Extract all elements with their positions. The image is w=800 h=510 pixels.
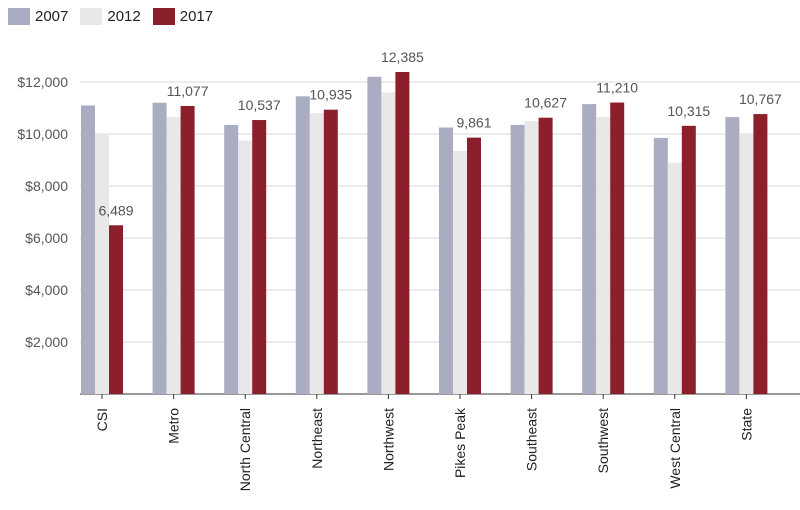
- x-category-label: West Central: [667, 408, 683, 489]
- x-category-label: Northwest: [380, 408, 396, 471]
- bar-2017: [180, 105, 195, 395]
- bar-2017: [538, 117, 553, 394]
- data-label: 10,767: [739, 91, 782, 107]
- bar-2012: [309, 113, 324, 394]
- x-category-label: North Central: [237, 408, 253, 491]
- bar-2007: [224, 124, 239, 395]
- data-label: 11,077: [167, 83, 209, 99]
- bar-2012: [596, 117, 611, 394]
- bar-2017: [395, 71, 410, 395]
- y-tick-label: $2,000: [25, 334, 68, 350]
- bar-2012: [524, 121, 539, 394]
- bar-2012: [166, 117, 181, 394]
- bar-2017: [323, 109, 338, 394]
- bar-2017: [753, 114, 768, 395]
- bar-2007: [295, 96, 310, 395]
- bar-2017: [467, 137, 481, 394]
- legend: 2007 2012 2017: [8, 6, 225, 26]
- bar-2012: [381, 92, 396, 395]
- bar-2007: [725, 117, 740, 394]
- bar-2007: [367, 76, 382, 395]
- y-tick-label: $10,000: [17, 126, 68, 142]
- bar-2017: [252, 120, 267, 395]
- bar-2007: [81, 105, 95, 395]
- data-label: 12,385: [381, 49, 424, 65]
- bar-2007: [653, 137, 668, 394]
- x-category-label: Pikes Peak: [452, 407, 468, 478]
- bar-2017: [109, 225, 123, 394]
- y-tick-label: $6,000: [25, 230, 68, 246]
- bar-2012: [453, 150, 467, 394]
- legend-item-2007: 2007: [8, 7, 69, 25]
- bar-2007: [582, 104, 597, 394]
- x-category-label: Northeast: [309, 408, 325, 469]
- legend-item-2012: 2012: [80, 7, 141, 25]
- x-category-label: CSI: [94, 408, 110, 431]
- bar-2007: [152, 102, 167, 395]
- legend-swatch: [8, 7, 30, 25]
- data-label: 6,489: [98, 202, 133, 218]
- bar-2017: [681, 125, 696, 394]
- y-tick-label: $8,000: [25, 178, 68, 194]
- data-label: 10,627: [524, 95, 567, 111]
- bar-2012: [238, 140, 253, 394]
- legend-label: 2007: [35, 7, 69, 25]
- x-category-label: Metro: [166, 408, 182, 444]
- legend-item-2017: 2017: [152, 7, 214, 25]
- bar-2017: [610, 102, 625, 394]
- x-category-label: Southeast: [524, 408, 540, 471]
- bar-2007: [439, 127, 453, 394]
- x-category-label: State: [738, 408, 754, 441]
- data-label: 10,537: [238, 97, 281, 113]
- y-tick-label: $12,000: [17, 74, 68, 90]
- legend-swatch: [80, 7, 103, 25]
- data-label: 10,935: [309, 87, 352, 103]
- legend-label: 2017: [179, 7, 214, 25]
- y-tick-label: $4,000: [25, 282, 68, 298]
- legend-swatch: [152, 7, 175, 25]
- bar-2012: [667, 162, 682, 394]
- data-label: 11,210: [596, 80, 638, 96]
- x-category-label: Southwest: [595, 408, 611, 473]
- legend-label: 2012: [107, 7, 141, 25]
- data-label: 9,861: [456, 115, 491, 131]
- bar-2007: [510, 124, 525, 395]
- bar-2012: [739, 134, 754, 394]
- data-label: 10,315: [667, 103, 710, 119]
- bar-2012: [95, 134, 109, 394]
